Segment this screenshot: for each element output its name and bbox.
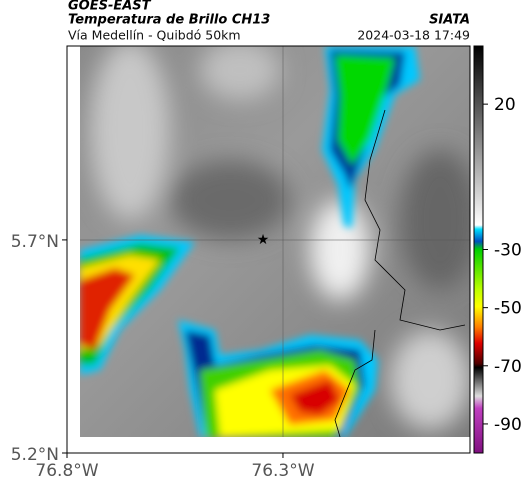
colorbar-tick-label: -70 — [494, 357, 522, 377]
region: Vía Medellín - Quibdó 50km — [68, 28, 241, 43]
colorbar-tick-label: -90 — [494, 415, 522, 435]
colorbar — [473, 45, 484, 454]
border — [334, 109, 466, 437]
colorbar-tick-label: -50 — [494, 299, 522, 319]
map-frame — [66, 45, 471, 454]
lat-tick-label: 5.2°N — [11, 445, 59, 465]
lon-tick-label: 76.8°W — [35, 461, 98, 481]
subtitle: Temperatura de Brillo CH13 — [68, 13, 270, 28]
agency: SIATA — [429, 13, 470, 28]
colorbar-tick-label: 20 — [494, 95, 516, 115]
lon-tick-label: 76.3°W — [251, 461, 314, 481]
datetime: 2024-03-18 17:49 — [357, 28, 470, 43]
satellite-image: ★ — [80, 46, 470, 437]
city-marker: ★ — [257, 232, 270, 248]
title: GOES-EAST — [68, 0, 152, 14]
colorbar-tick-label: -30 — [494, 241, 522, 261]
lat-tick-label: 5.7°N — [11, 232, 59, 252]
